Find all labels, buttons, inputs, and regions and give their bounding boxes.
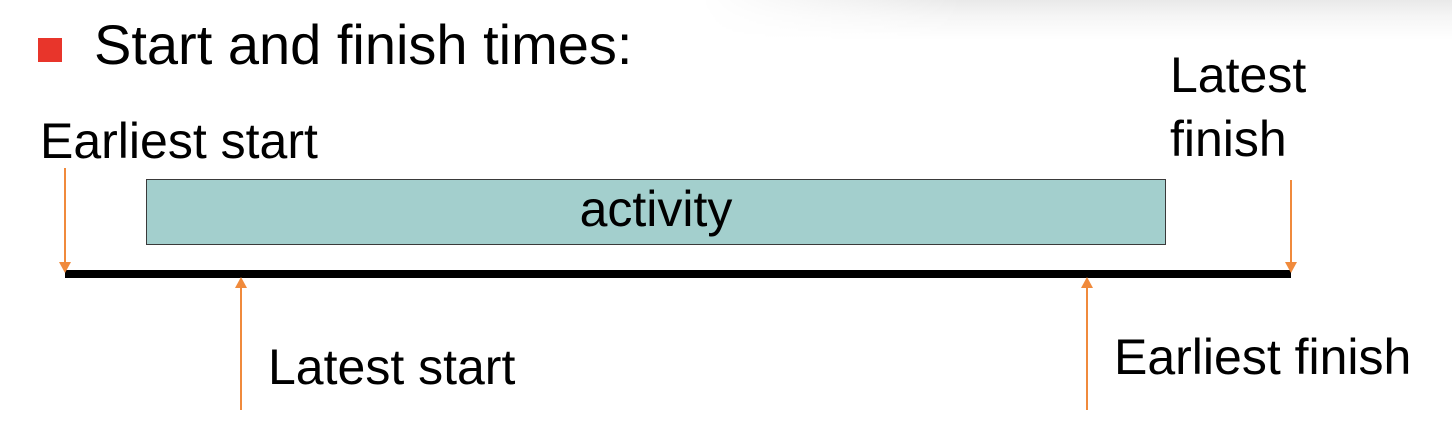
arrow-latest-finish-icon <box>1285 180 1297 273</box>
label-earliest-start: Earliest start <box>40 113 318 169</box>
label-latest-finish: Latest finish <box>1170 43 1306 171</box>
slide-corner-shade <box>700 0 1452 40</box>
slide-heading: Start and finish times: <box>94 13 633 76</box>
arrow-latest-start-icon <box>235 277 247 410</box>
arrow-earliest-finish-icon <box>1081 277 1093 410</box>
activity-bar: activity <box>146 179 1166 245</box>
activity-label: activity <box>579 181 733 237</box>
label-latest-start: Latest start <box>268 339 516 395</box>
arrow-earliest-start-icon <box>59 168 71 273</box>
timeline-axis <box>65 270 1291 278</box>
label-earliest-finish: Earliest finish <box>1114 329 1412 385</box>
bullet-square-icon <box>38 38 62 62</box>
label-latest-finish-line1: Latest <box>1170 47 1307 103</box>
label-latest-finish-line2: finish <box>1170 111 1287 167</box>
